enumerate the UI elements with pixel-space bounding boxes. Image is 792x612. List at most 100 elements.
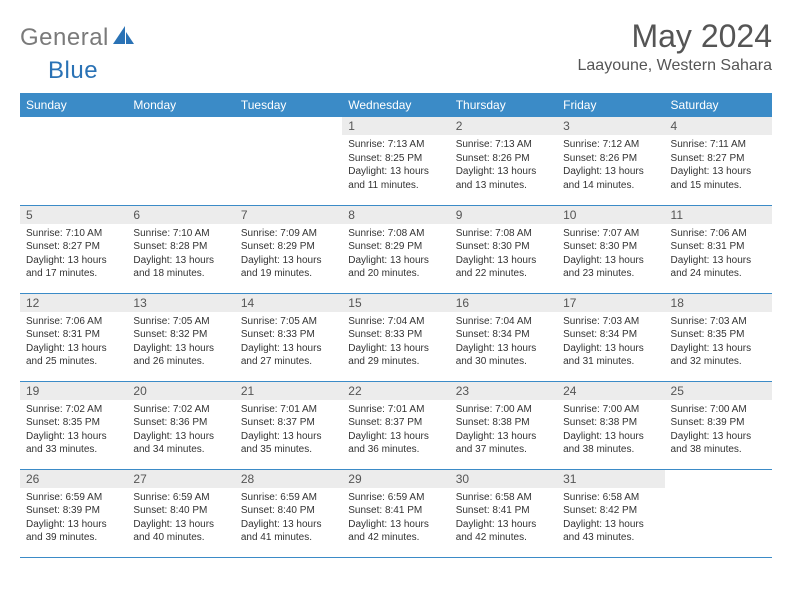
- calendar-day-cell: 17Sunrise: 7:03 AMSunset: 8:34 PMDayligh…: [557, 293, 664, 381]
- day-content: Sunrise: 7:13 AMSunset: 8:26 PMDaylight:…: [450, 135, 557, 196]
- day-number: 24: [557, 382, 664, 400]
- weekday-header: Monday: [127, 93, 234, 117]
- day-number: 3: [557, 117, 664, 135]
- day-content: Sunrise: 7:07 AMSunset: 8:30 PMDaylight:…: [557, 224, 664, 285]
- day-content: Sunrise: 7:00 AMSunset: 8:38 PMDaylight:…: [450, 400, 557, 461]
- calendar-day-cell: 10Sunrise: 7:07 AMSunset: 8:30 PMDayligh…: [557, 205, 664, 293]
- day-number: 12: [20, 294, 127, 312]
- day-content: Sunrise: 6:59 AMSunset: 8:40 PMDaylight:…: [235, 488, 342, 549]
- calendar-day-cell: 1Sunrise: 7:13 AMSunset: 8:25 PMDaylight…: [342, 117, 449, 205]
- calendar-day-cell: 2Sunrise: 7:13 AMSunset: 8:26 PMDaylight…: [450, 117, 557, 205]
- logo: General: [20, 24, 137, 52]
- calendar-week-row: 26Sunrise: 6:59 AMSunset: 8:39 PMDayligh…: [20, 469, 772, 557]
- calendar-day-cell: 4Sunrise: 7:11 AMSunset: 8:27 PMDaylight…: [665, 117, 772, 205]
- day-content: Sunrise: 7:06 AMSunset: 8:31 PMDaylight:…: [665, 224, 772, 285]
- day-content: Sunrise: 6:59 AMSunset: 8:41 PMDaylight:…: [342, 488, 449, 549]
- calendar-day-cell: 20Sunrise: 7:02 AMSunset: 8:36 PMDayligh…: [127, 381, 234, 469]
- day-number: 15: [342, 294, 449, 312]
- day-number: [20, 117, 127, 135]
- day-content: Sunrise: 7:03 AMSunset: 8:34 PMDaylight:…: [557, 312, 664, 373]
- calendar-week-row: 19Sunrise: 7:02 AMSunset: 8:35 PMDayligh…: [20, 381, 772, 469]
- day-content: Sunrise: 6:59 AMSunset: 8:40 PMDaylight:…: [127, 488, 234, 549]
- month-title: May 2024: [578, 18, 773, 55]
- day-content: Sunrise: 6:58 AMSunset: 8:42 PMDaylight:…: [557, 488, 664, 549]
- weekday-header: Thursday: [450, 93, 557, 117]
- calendar-day-cell: 28Sunrise: 6:59 AMSunset: 8:40 PMDayligh…: [235, 469, 342, 557]
- day-number: 29: [342, 470, 449, 488]
- day-content: Sunrise: 7:02 AMSunset: 8:35 PMDaylight:…: [20, 400, 127, 461]
- calendar-week-row: 12Sunrise: 7:06 AMSunset: 8:31 PMDayligh…: [20, 293, 772, 381]
- calendar-day-cell: 5Sunrise: 7:10 AMSunset: 8:27 PMDaylight…: [20, 205, 127, 293]
- calendar-day-cell: [235, 117, 342, 205]
- calendar-day-cell: 19Sunrise: 7:02 AMSunset: 8:35 PMDayligh…: [20, 381, 127, 469]
- calendar-day-cell: 12Sunrise: 7:06 AMSunset: 8:31 PMDayligh…: [20, 293, 127, 381]
- weekday-header: Saturday: [665, 93, 772, 117]
- logo-word2: Blue: [48, 57, 98, 85]
- weekday-header: Tuesday: [235, 93, 342, 117]
- calendar-day-cell: 22Sunrise: 7:01 AMSunset: 8:37 PMDayligh…: [342, 381, 449, 469]
- weekday-header: Wednesday: [342, 93, 449, 117]
- calendar-day-cell: 26Sunrise: 6:59 AMSunset: 8:39 PMDayligh…: [20, 469, 127, 557]
- day-number: 31: [557, 470, 664, 488]
- day-content: Sunrise: 7:12 AMSunset: 8:26 PMDaylight:…: [557, 135, 664, 196]
- calendar-day-cell: 29Sunrise: 6:59 AMSunset: 8:41 PMDayligh…: [342, 469, 449, 557]
- calendar-body: 1Sunrise: 7:13 AMSunset: 8:25 PMDaylight…: [20, 117, 772, 557]
- day-content: Sunrise: 7:01 AMSunset: 8:37 PMDaylight:…: [235, 400, 342, 461]
- title-block: May 2024 Laayoune, Western Sahara: [578, 18, 773, 75]
- logo-word1: General: [20, 24, 109, 52]
- day-content: Sunrise: 7:00 AMSunset: 8:38 PMDaylight:…: [557, 400, 664, 461]
- day-content: Sunrise: 7:06 AMSunset: 8:31 PMDaylight:…: [20, 312, 127, 373]
- location: Laayoune, Western Sahara: [578, 57, 773, 75]
- calendar-day-cell: 23Sunrise: 7:00 AMSunset: 8:38 PMDayligh…: [450, 381, 557, 469]
- day-content: Sunrise: 7:10 AMSunset: 8:28 PMDaylight:…: [127, 224, 234, 285]
- day-number: 10: [557, 206, 664, 224]
- day-number: 14: [235, 294, 342, 312]
- calendar-day-cell: 9Sunrise: 7:08 AMSunset: 8:30 PMDaylight…: [450, 205, 557, 293]
- day-number: 5: [20, 206, 127, 224]
- day-content: Sunrise: 7:13 AMSunset: 8:25 PMDaylight:…: [342, 135, 449, 196]
- day-content: Sunrise: 7:11 AMSunset: 8:27 PMDaylight:…: [665, 135, 772, 196]
- day-number: 17: [557, 294, 664, 312]
- day-content: Sunrise: 7:01 AMSunset: 8:37 PMDaylight:…: [342, 400, 449, 461]
- day-number: 22: [342, 382, 449, 400]
- day-number: 8: [342, 206, 449, 224]
- day-content: Sunrise: 7:08 AMSunset: 8:30 PMDaylight:…: [450, 224, 557, 285]
- day-content: Sunrise: 7:08 AMSunset: 8:29 PMDaylight:…: [342, 224, 449, 285]
- calendar-day-cell: [20, 117, 127, 205]
- day-number: 30: [450, 470, 557, 488]
- calendar-week-row: 5Sunrise: 7:10 AMSunset: 8:27 PMDaylight…: [20, 205, 772, 293]
- day-number: 16: [450, 294, 557, 312]
- weekday-header: Sunday: [20, 93, 127, 117]
- calendar-day-cell: 16Sunrise: 7:04 AMSunset: 8:34 PMDayligh…: [450, 293, 557, 381]
- day-number: [665, 470, 772, 488]
- day-number: 11: [665, 206, 772, 224]
- day-content: Sunrise: 7:02 AMSunset: 8:36 PMDaylight:…: [127, 400, 234, 461]
- calendar-day-cell: 14Sunrise: 7:05 AMSunset: 8:33 PMDayligh…: [235, 293, 342, 381]
- calendar-day-cell: [127, 117, 234, 205]
- calendar-day-cell: 31Sunrise: 6:58 AMSunset: 8:42 PMDayligh…: [557, 469, 664, 557]
- day-content: Sunrise: 7:05 AMSunset: 8:32 PMDaylight:…: [127, 312, 234, 373]
- day-number: 9: [450, 206, 557, 224]
- day-number: [235, 117, 342, 135]
- day-number: 18: [665, 294, 772, 312]
- calendar-week-row: 1Sunrise: 7:13 AMSunset: 8:25 PMDaylight…: [20, 117, 772, 205]
- calendar-day-cell: 3Sunrise: 7:12 AMSunset: 8:26 PMDaylight…: [557, 117, 664, 205]
- day-number: 23: [450, 382, 557, 400]
- day-content: Sunrise: 6:58 AMSunset: 8:41 PMDaylight:…: [450, 488, 557, 549]
- calendar-day-cell: 18Sunrise: 7:03 AMSunset: 8:35 PMDayligh…: [665, 293, 772, 381]
- day-content: Sunrise: 7:00 AMSunset: 8:39 PMDaylight:…: [665, 400, 772, 461]
- calendar-day-cell: 24Sunrise: 7:00 AMSunset: 8:38 PMDayligh…: [557, 381, 664, 469]
- calendar-day-cell: 11Sunrise: 7:06 AMSunset: 8:31 PMDayligh…: [665, 205, 772, 293]
- day-content: Sunrise: 7:03 AMSunset: 8:35 PMDaylight:…: [665, 312, 772, 373]
- weekday-header: Friday: [557, 93, 664, 117]
- calendar-day-cell: 30Sunrise: 6:58 AMSunset: 8:41 PMDayligh…: [450, 469, 557, 557]
- calendar-day-cell: 8Sunrise: 7:08 AMSunset: 8:29 PMDaylight…: [342, 205, 449, 293]
- day-content: Sunrise: 7:10 AMSunset: 8:27 PMDaylight:…: [20, 224, 127, 285]
- day-number: 2: [450, 117, 557, 135]
- day-content: Sunrise: 6:59 AMSunset: 8:39 PMDaylight:…: [20, 488, 127, 549]
- calendar-header-row: SundayMondayTuesdayWednesdayThursdayFrid…: [20, 93, 772, 117]
- calendar-day-cell: [665, 469, 772, 557]
- calendar-day-cell: 27Sunrise: 6:59 AMSunset: 8:40 PMDayligh…: [127, 469, 234, 557]
- calendar-day-cell: 6Sunrise: 7:10 AMSunset: 8:28 PMDaylight…: [127, 205, 234, 293]
- day-number: 28: [235, 470, 342, 488]
